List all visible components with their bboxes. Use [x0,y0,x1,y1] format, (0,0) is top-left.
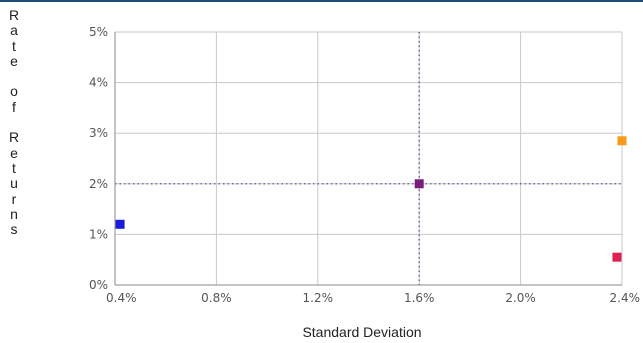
x-tick-label: 0.8% [201,291,232,305]
data-point [617,136,627,146]
data-point [115,219,125,229]
grid [114,31,623,286]
y-tick-label: 4% [89,76,108,90]
axes [114,32,622,286]
y-tick-label: 0% [89,278,108,292]
x-tick-label: 1.2% [303,291,334,305]
y-tick-labels: 0% 1% 2% 3% 4% 5% [89,25,108,292]
x-tick-label: 1.6% [404,291,435,305]
y-tick-label: 1% [89,227,108,241]
top-border [0,0,643,2]
y-tick-label: 2% [89,177,108,191]
x-tick-label: 2.0% [505,291,536,305]
data-points [115,136,627,262]
y-axis-title: R a t e o f R e t u r n s [8,7,20,238]
x-tick-label: 2.4% [610,291,641,305]
data-point [612,252,622,262]
reference-lines [115,32,622,285]
data-point [414,179,424,189]
x-tick-label: 0.4% [106,291,137,305]
x-tick-labels: 0.4% 0.8% 1.2% 1.6% 2.0% 2.4% [106,291,640,305]
x-axis-title: Standard Deviation [302,324,421,340]
y-tick-label: 5% [89,25,108,39]
y-tick-label: 3% [89,126,108,140]
